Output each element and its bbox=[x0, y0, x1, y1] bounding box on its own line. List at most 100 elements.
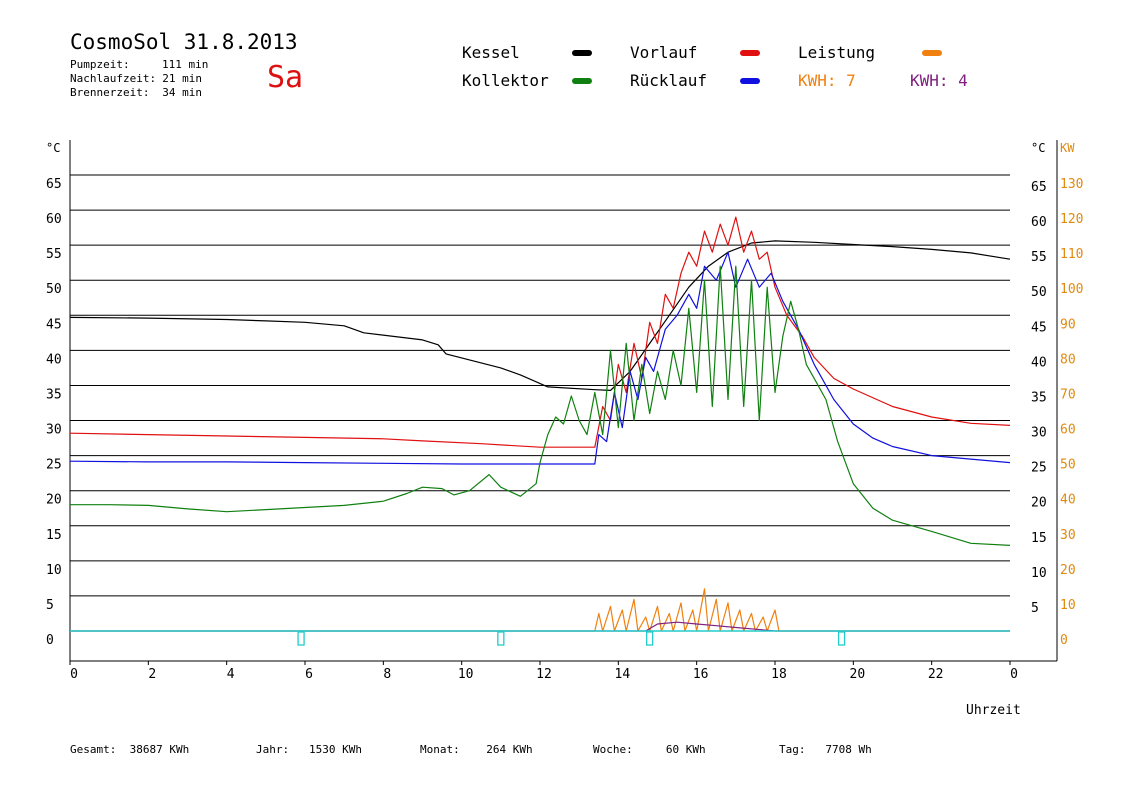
y-tick-label-right: 40 bbox=[1031, 355, 1047, 370]
y-tick-label-left: 10 bbox=[46, 563, 62, 578]
series-line-kollektor bbox=[70, 265, 1011, 546]
footer-value: 60 KWh bbox=[665, 743, 706, 756]
footer-label: Jahr: bbox=[256, 743, 290, 756]
y-tick-label-power: 100 bbox=[1060, 282, 1083, 297]
y-tick-label-power: 90 bbox=[1060, 317, 1076, 332]
y-tick-label-left: 5 bbox=[46, 598, 54, 613]
x-tick-label: 8 bbox=[383, 667, 391, 682]
y-tick-label-right: 25 bbox=[1031, 461, 1047, 476]
y-tick-label-left: 0 bbox=[46, 633, 54, 648]
y-tick-label-power: 130 bbox=[1060, 177, 1083, 192]
y-tick-label-right: 10 bbox=[1031, 566, 1047, 581]
y-axis-unit-power: KW bbox=[1060, 141, 1075, 155]
y-tick-label-right: 55 bbox=[1031, 250, 1047, 265]
x-axis-label: Uhrzeit bbox=[966, 703, 1021, 718]
y-tick-label-power: 20 bbox=[1060, 563, 1076, 578]
y-tick-label-power: 110 bbox=[1060, 247, 1083, 262]
footer-jahr: Jahr: 1530 KWh bbox=[256, 743, 362, 756]
footer-value: 7708 Wh bbox=[825, 743, 872, 756]
x-tick-label: 12 bbox=[536, 667, 552, 682]
y-tick-label-right: 5 bbox=[1031, 601, 1039, 616]
y-tick-label-power: 60 bbox=[1060, 423, 1076, 438]
y-tick-label-power: 50 bbox=[1060, 458, 1076, 473]
footer-tag: Tag: 7708 Wh bbox=[779, 743, 872, 756]
x-tick-label: 0 bbox=[1010, 667, 1018, 682]
x-tick-label: 4 bbox=[227, 667, 235, 682]
pump-marker bbox=[646, 631, 654, 646]
x-tick-label: 10 bbox=[458, 667, 474, 682]
stat-row: Nachlaufzeit: 21 min bbox=[70, 72, 202, 85]
footer-label: Woche: bbox=[593, 743, 633, 756]
y-tick-label-power: 80 bbox=[1060, 352, 1076, 367]
stat-row: Pumpzeit: 111 min bbox=[70, 58, 209, 71]
x-tick-label: 14 bbox=[615, 667, 631, 682]
y-tick-label-left: 50 bbox=[46, 282, 62, 297]
x-tick-label: 2 bbox=[148, 667, 156, 682]
footer-gesamt: Gesamt: 38687 KWh bbox=[70, 743, 189, 756]
y-tick-label-power: 0 bbox=[1060, 633, 1068, 648]
y-tick-label-power: 40 bbox=[1060, 493, 1076, 508]
series-line-leistungpurple bbox=[70, 621, 1010, 632]
stat-label: Brennerzeit: bbox=[70, 86, 150, 99]
y-tick-label-right: 15 bbox=[1031, 531, 1047, 546]
y-tick-label-right: 20 bbox=[1031, 496, 1047, 511]
footer-woche: Woche: 60 KWh bbox=[593, 743, 706, 756]
legend-leistung-swatch bbox=[922, 50, 942, 56]
y-tick-label-left: 15 bbox=[46, 528, 62, 543]
footer-label: Monat: bbox=[420, 743, 460, 756]
pump-marker bbox=[497, 631, 505, 646]
y-axis-unit-right: °C bbox=[1031, 141, 1045, 155]
pump-marker bbox=[837, 631, 846, 646]
legend-vorlauf-label: Vorlauf bbox=[630, 43, 698, 62]
chart-title: CosmoSol 31.8.2013 bbox=[70, 30, 298, 54]
x-tick-label: 16 bbox=[693, 667, 709, 682]
y-tick-label-right: 50 bbox=[1031, 285, 1047, 300]
legend-kessel-label: Kessel bbox=[462, 43, 520, 62]
y-tick-label-left: 30 bbox=[46, 423, 62, 438]
legend-ruecklauf-swatch bbox=[740, 78, 760, 84]
y-tick-label-right: 35 bbox=[1031, 390, 1047, 405]
legend-ruecklauf-label: Rücklauf bbox=[630, 71, 708, 90]
y-tick-label-left: 45 bbox=[46, 317, 62, 332]
y-tick-label-left: 55 bbox=[46, 247, 62, 262]
y-tick-label-right: 60 bbox=[1031, 215, 1047, 230]
pump-marker bbox=[297, 631, 305, 646]
legend-kollektor-swatch bbox=[572, 78, 592, 84]
y-tick-label-left: 65 bbox=[46, 177, 62, 192]
legend-leistung-label: Leistung bbox=[798, 43, 876, 62]
series-line-kessel bbox=[69, 240, 1011, 391]
y-tick-label-right: 45 bbox=[1031, 320, 1047, 335]
x-tick-label: 20 bbox=[850, 667, 866, 682]
stat-value: 21 min bbox=[162, 72, 202, 85]
kwh-orange-label: KWH: 7 bbox=[798, 71, 856, 90]
stat-label: Nachlaufzeit: bbox=[70, 72, 157, 85]
y-tick-label-left: 35 bbox=[46, 387, 62, 402]
series-line-rcklauf bbox=[69, 251, 1011, 465]
footer-monat: Monat: 264 KWh bbox=[420, 743, 533, 756]
weekday-label: Sa bbox=[267, 60, 304, 95]
x-tick-label: 22 bbox=[928, 667, 944, 682]
y-axis-unit-left: °C bbox=[46, 141, 60, 155]
y-tick-label-right: 30 bbox=[1031, 426, 1047, 441]
kwh-purple-label: KWH: 4 bbox=[910, 71, 968, 90]
legend-kollektor-label: Kollektor bbox=[462, 71, 549, 90]
x-tick-label: 6 bbox=[305, 667, 313, 682]
series-line-vorlauf bbox=[69, 216, 1011, 448]
footer-value: 38687 KWh bbox=[129, 743, 190, 756]
y-tick-label-left: 20 bbox=[46, 493, 62, 508]
footer-label: Gesamt: bbox=[70, 743, 117, 756]
legend-kessel-swatch bbox=[572, 50, 592, 56]
footer-value: 1530 KWh bbox=[309, 743, 362, 756]
footer-label: Tag: bbox=[779, 743, 806, 756]
footer-value: 264 KWh bbox=[486, 743, 533, 756]
x-tick-label: 18 bbox=[771, 667, 787, 682]
y-tick-label-power: 10 bbox=[1060, 598, 1076, 613]
y-tick-label-left: 60 bbox=[46, 212, 62, 227]
y-tick-label-power: 30 bbox=[1060, 528, 1076, 543]
stat-value: 34 min bbox=[162, 86, 202, 99]
y-tick-label-power: 70 bbox=[1060, 387, 1076, 402]
series-line-leistung bbox=[70, 588, 1010, 632]
stat-value: 111 min bbox=[162, 58, 209, 71]
stat-row: Brennerzeit: 34 min bbox=[70, 86, 202, 99]
